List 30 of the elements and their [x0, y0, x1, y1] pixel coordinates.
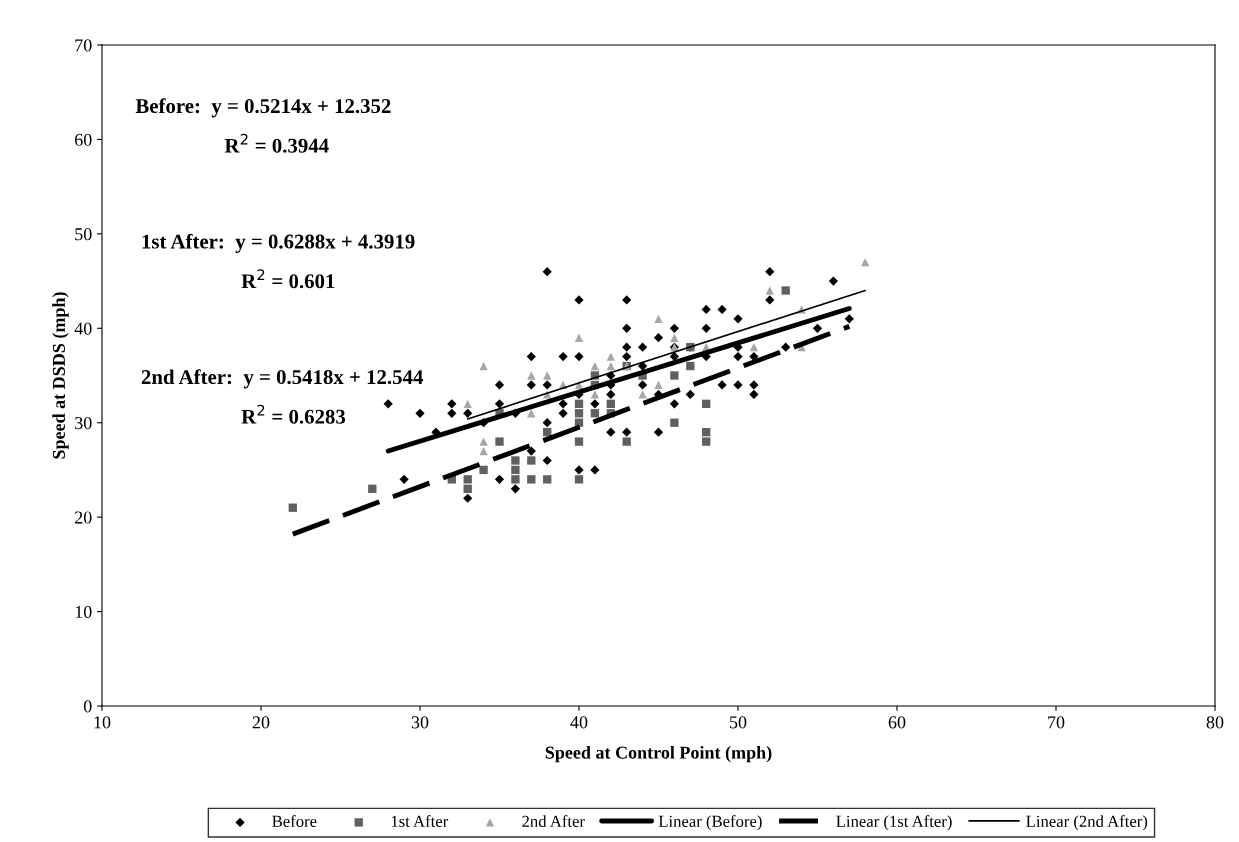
annotation: 1st After: y = 0.6288x + 4.3919 — [142, 233, 415, 253]
x-tick-label: 70 — [1048, 716, 1065, 729]
y-tick-label: 10 — [75, 605, 92, 619]
annotation: R$^{2}$ = 0.601 — [241, 269, 335, 289]
x-tick-label: 20 — [252, 716, 270, 729]
x-tick-label: 40 — [570, 716, 588, 729]
x-axis-title: Speed at Control Point (mph) — [545, 745, 772, 763]
y-tick-label: 40 — [74, 322, 92, 335]
annotation: R$^{2}$ = 0.3944 — [224, 133, 329, 153]
legend-label: 2nd After — [522, 815, 585, 827]
x-tick-label: 30 — [411, 716, 429, 729]
y-tick-label: 50 — [75, 228, 92, 241]
y-tick-label: 60 — [75, 133, 92, 146]
legend-label: Linear (1st After) — [836, 815, 952, 831]
x-tick-label: 80 — [1206, 716, 1224, 729]
annotation: 2nd After: y = 0.5418x + 12.544 — [141, 369, 423, 389]
y-tick-label: 20 — [75, 511, 92, 524]
legend-label: Before — [272, 815, 317, 827]
x-tick-label: 10 — [94, 716, 111, 729]
y-tick-label: 30 — [75, 416, 92, 430]
annotation: R$^{2}$ = 0.6283 — [241, 404, 346, 424]
y-tick-label: 0 — [83, 700, 92, 713]
annotation: Before: y = 0.5214x + 12.352 — [135, 98, 391, 118]
legend-label: Linear (2nd After) — [1026, 815, 1148, 831]
x-tick-label: 60 — [888, 716, 906, 729]
legend-label: Linear (Before) — [658, 815, 762, 831]
y-axis-title: Speed at DSDS (mph) — [52, 292, 69, 459]
x-tick-label: 50 — [730, 716, 747, 729]
y-tick-label: 70 — [75, 39, 92, 52]
legend-label: 1st After — [391, 815, 449, 827]
